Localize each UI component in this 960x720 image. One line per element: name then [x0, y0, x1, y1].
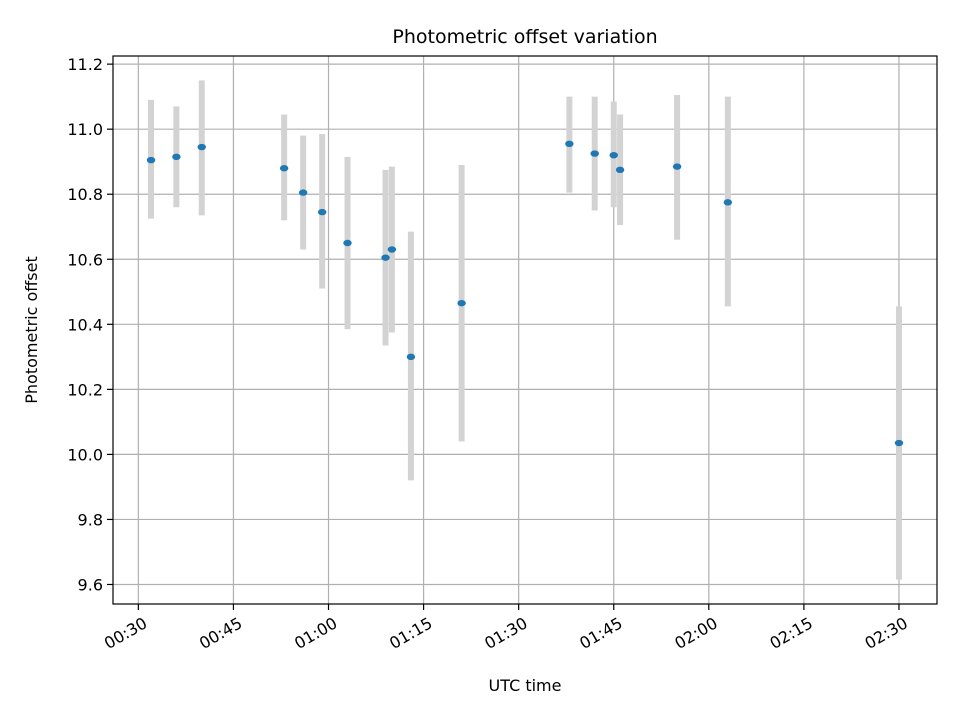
y-tick-label: 11.2	[67, 55, 103, 74]
data-point	[197, 143, 206, 151]
plot-frame	[112, 55, 938, 605]
data-point	[172, 153, 181, 161]
data-point	[279, 165, 289, 172]
chart-title: Photometric offset variation	[392, 26, 657, 48]
x-axis-label: UTC time	[489, 676, 562, 695]
data-point	[672, 163, 682, 170]
y-tick-label: 10.0	[67, 445, 103, 464]
y-tick-label: 9.8	[78, 510, 103, 529]
y-tick-label: 10.8	[67, 185, 103, 204]
data-point	[298, 189, 308, 196]
y-tick-label: 10.2	[67, 380, 103, 399]
data-point	[609, 151, 618, 159]
y-tick-label: 10.6	[67, 250, 103, 269]
data-point	[457, 299, 466, 307]
data-point	[565, 140, 574, 148]
y-tick-label: 10.4	[67, 315, 103, 334]
data-markers	[146, 140, 904, 447]
data-point	[894, 439, 904, 447]
data-point	[317, 208, 327, 216]
data-point	[343, 239, 352, 247]
data-point	[387, 246, 397, 253]
y-axis-label: Photometric offset	[22, 256, 41, 404]
y-tick-label: 11.0	[67, 120, 103, 139]
data-point	[723, 199, 733, 206]
y-tick-label: 9.6	[78, 575, 103, 594]
data-point	[146, 156, 156, 164]
data-point	[406, 353, 416, 361]
data-point	[615, 166, 625, 174]
data-point	[590, 150, 599, 157]
data-point	[381, 254, 390, 261]
